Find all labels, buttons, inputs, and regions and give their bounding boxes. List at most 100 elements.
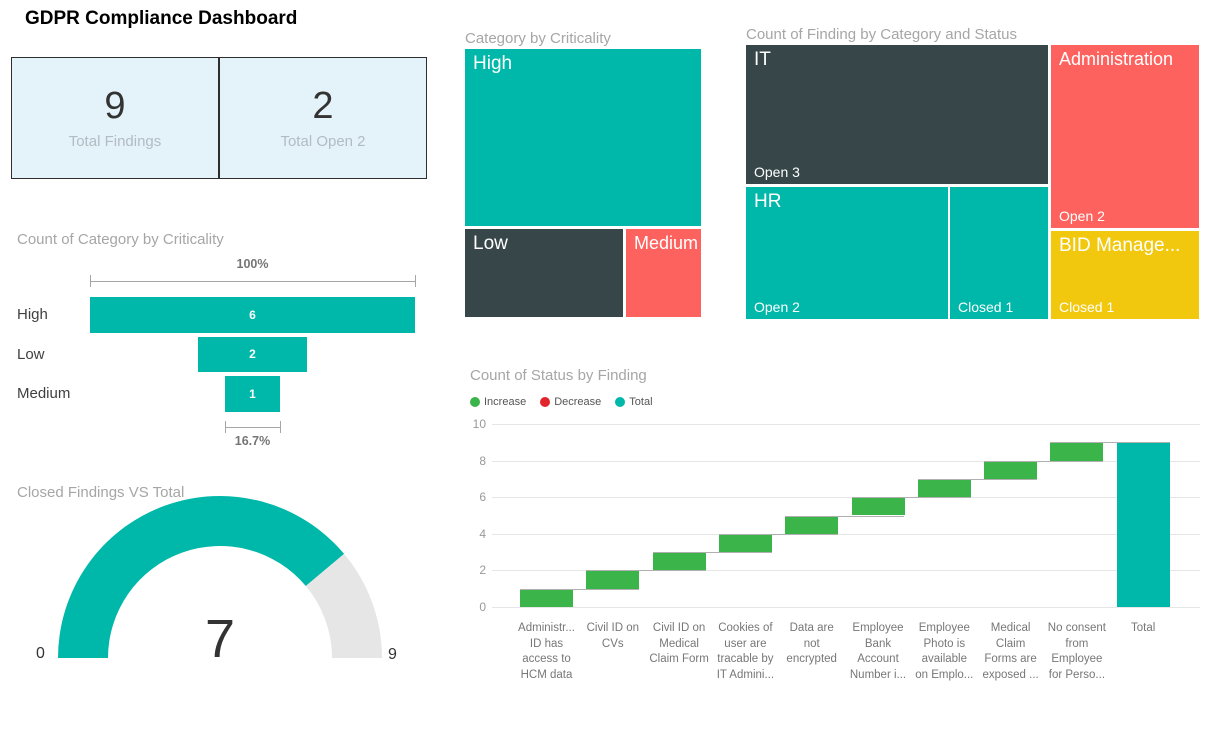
funnel-top-bracket-tick: [90, 275, 91, 287]
funnel-top-percent-label: 100%: [236, 257, 269, 271]
waterfall-gridline: [492, 460, 1200, 462]
x-axis-category-label: Civil ID on Medical Claim Form: [649, 622, 709, 665]
funnel-category-label: Medium: [17, 385, 71, 402]
x-axis-category-label: Cookies of user are tracable by IT Admin…: [716, 622, 775, 681]
gauge-max-label: 9: [388, 646, 397, 663]
gauge-min-label: 0: [36, 645, 45, 662]
funnel-top-bracket-line: [90, 281, 415, 282]
total-legend-dot-icon: [615, 397, 626, 407]
waterfall-gridline: [492, 570, 1200, 572]
funnel-top-bracket-tick: [415, 275, 416, 287]
waterfall-increase-bar[interactable]: [785, 515, 839, 534]
gauge-arc[interactable]: [57, 495, 383, 661]
legend-label: Decrease: [554, 396, 602, 408]
gauge-chart-title: Closed Findings VS Total: [17, 484, 185, 501]
waterfall-increase-bar[interactable]: [586, 570, 640, 589]
waterfall-gridline: [492, 533, 1200, 535]
x-axis-category-label: Data are not encrypted: [786, 622, 837, 665]
kpi-label: Total Findings: [68, 133, 162, 151]
treemap-block-administration[interactable]: Administration Open 2: [1051, 45, 1199, 228]
treemap-block-status: Open 2: [754, 299, 800, 315]
kpi-value: 9: [104, 84, 126, 127]
kpi-value: 2: [312, 84, 334, 127]
treemap-block-status: Open 3: [754, 164, 800, 180]
waterfall-connector: [917, 478, 1038, 480]
kpi-card-total-findings[interactable]: 9 Total Findings: [12, 58, 218, 178]
x-axis-category-label: Civil ID on CVs: [586, 622, 639, 650]
treemap-block-high[interactable]: High: [465, 49, 701, 226]
funnel-bottom-bracket-tick: [225, 421, 227, 433]
treemap-block-medium[interactable]: Medium: [626, 229, 701, 317]
x-axis-category-label: Total: [1131, 622, 1156, 634]
y-axis-label: 8: [479, 453, 486, 468]
funnel-category-label: High: [17, 306, 48, 323]
kpi-card-row: 9 Total Findings 2 Total Open 2: [11, 57, 427, 179]
treemap-block-bid-management[interactable]: BID Manage... Closed 1: [1051, 231, 1199, 319]
treemap-block-low[interactable]: Low: [465, 229, 623, 317]
y-axis-label: 4: [479, 526, 486, 541]
waterfall-increase-bar[interactable]: [1050, 442, 1104, 461]
x-axis-category-label: Employee Photo is available on Emplo...: [915, 622, 974, 681]
treemap-block-status-closed: Closed 1: [958, 299, 1014, 315]
treemap-block-it[interactable]: IT Open 3: [746, 45, 1048, 184]
treemap-block-label: HR: [754, 191, 782, 212]
legend-item-total[interactable]: Total: [615, 396, 653, 408]
waterfall-connector: [718, 533, 839, 535]
funnel-bar-low[interactable]: 2: [198, 336, 307, 372]
waterfall-gridline: [492, 424, 1200, 425]
waterfall-total-bar[interactable]: [1116, 442, 1170, 607]
waterfall-connector: [1050, 442, 1170, 444]
x-axis-category-label: Administr... ID has access to HCM data: [518, 622, 575, 681]
gauge-fill-arc: [58, 495, 345, 658]
legend-label: Increase: [484, 396, 527, 408]
treemap-block-status: Closed 1: [1059, 299, 1115, 315]
waterfall-increase-bar[interactable]: [718, 533, 772, 553]
waterfall-connector: [785, 515, 905, 517]
funnel-category-label: Low: [17, 345, 45, 363]
funnel-bar-high[interactable]: 6: [90, 297, 415, 333]
treemap-block-label: Administration: [1059, 49, 1174, 69]
legend-item-increase[interactable]: Increase: [470, 396, 526, 408]
waterfall-chart-title: Count of Status by Finding: [470, 367, 647, 384]
waterfall-gridline: [492, 497, 1200, 499]
waterfall-gridline: [492, 607, 1200, 608]
x-axis-category-label: Medical Claim Forms are exposed ...: [982, 622, 1039, 681]
legend-label: Total: [629, 396, 653, 408]
treemap-criticality-title: Category by Criticality: [465, 30, 611, 47]
treemap-block-status: Open 2: [1059, 208, 1105, 224]
waterfall-connector: [520, 588, 640, 590]
funnel-chart-title: Count of Category by Criticality: [17, 231, 224, 248]
y-axis-label: 10: [472, 417, 486, 431]
funnel-bar-value: 6: [249, 307, 256, 322]
kpi-card-total-open[interactable]: 2 Total Open 2: [218, 58, 426, 178]
gauge-track-arc: [305, 553, 382, 658]
waterfall-connector: [984, 460, 1104, 462]
waterfall-increase-bar[interactable]: [851, 497, 905, 516]
waterfall-connector: [586, 570, 706, 572]
funnel-bar-value: 2: [249, 347, 256, 362]
treemap-block-label: BID Manage...: [1059, 235, 1181, 256]
waterfall-increase-bar[interactable]: [917, 478, 971, 498]
kpi-label: Total Open 2: [280, 133, 366, 151]
gauge-value: 7: [204, 609, 236, 669]
waterfall-increase-bar[interactable]: [984, 460, 1038, 479]
waterfall-increase-bar[interactable]: [520, 588, 573, 607]
waterfall-connector: [652, 552, 772, 554]
funnel-bar-value: 1: [249, 386, 256, 401]
waterfall-increase-bar[interactable]: [652, 552, 706, 571]
x-axis-category-label: Employee Bank Account Number i...: [849, 622, 907, 681]
legend-item-decrease[interactable]: Decrease: [540, 396, 601, 408]
treemap-block-label: Medium: [634, 233, 699, 253]
funnel-bar-medium[interactable]: 1: [225, 376, 280, 412]
waterfall-legend: Increase Decrease Total: [470, 396, 653, 408]
treemap-block-label: Low: [473, 233, 508, 254]
treemap-category-status-title: Count of Finding by Category and Status: [746, 26, 1017, 43]
treemap-block-label: High: [473, 53, 513, 74]
funnel-bottom-bracket-tick: [279, 421, 281, 433]
x-axis-category-label: No consent from Employee for Perso...: [1047, 622, 1106, 681]
funnel-bottom-bracket-line: [225, 427, 280, 428]
treemap-block-label: IT: [754, 49, 771, 70]
treemap-block-hr[interactable]: HR Open 2 Closed 1: [746, 187, 1048, 319]
y-axis-label: 6: [479, 490, 486, 505]
